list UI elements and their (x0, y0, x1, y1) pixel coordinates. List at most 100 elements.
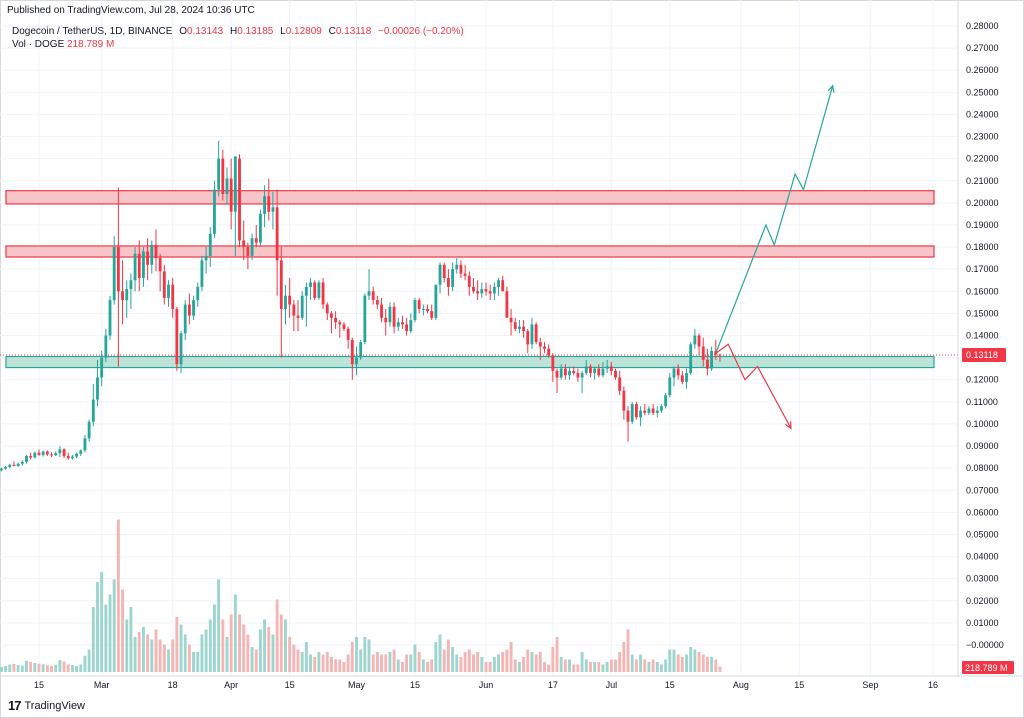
candle[interactable] (559, 364, 563, 380)
candle[interactable] (459, 260, 463, 279)
bullish-projection[interactable] (715, 85, 834, 354)
candle[interactable] (597, 364, 601, 378)
candle[interactable] (630, 401, 634, 424)
candle[interactable] (4, 465, 7, 470)
candle[interactable] (568, 366, 571, 380)
candle[interactable] (254, 224, 258, 248)
candle[interactable] (213, 180, 216, 239)
candle[interactable] (129, 273, 133, 309)
candle[interactable] (589, 364, 592, 378)
candle[interactable] (91, 384, 95, 427)
candle[interactable] (284, 284, 287, 325)
candle[interactable] (513, 317, 517, 332)
candle[interactable] (125, 280, 129, 318)
candle[interactable] (655, 406, 659, 418)
candle[interactable] (200, 255, 204, 292)
candle[interactable] (614, 368, 617, 380)
candle[interactable] (705, 348, 709, 376)
candle[interactable] (467, 271, 471, 296)
candle[interactable] (54, 451, 58, 456)
candle[interactable] (576, 368, 580, 382)
candle[interactable] (71, 454, 74, 460)
candle[interactable] (20, 460, 24, 466)
candle[interactable] (509, 308, 513, 336)
candle[interactable] (488, 284, 492, 301)
candle[interactable] (363, 293, 367, 345)
candle[interactable] (0, 467, 3, 472)
candle[interactable] (547, 344, 551, 358)
candle[interactable] (121, 260, 124, 325)
candle[interactable] (693, 328, 697, 349)
candle[interactable] (296, 300, 300, 332)
candle[interactable] (146, 238, 150, 281)
candle[interactable] (79, 449, 83, 456)
candle[interactable] (543, 342, 546, 354)
candle[interactable] (263, 185, 267, 228)
resistance-zone[interactable] (5, 245, 935, 258)
candle[interactable] (639, 406, 642, 427)
candle[interactable] (8, 463, 12, 469)
candle[interactable] (167, 280, 170, 307)
candle[interactable] (593, 366, 597, 380)
candle[interactable] (258, 209, 262, 248)
candle[interactable] (701, 337, 705, 367)
candle[interactable] (668, 373, 672, 398)
candle[interactable] (685, 368, 688, 389)
candle[interactable] (29, 452, 33, 460)
candle[interactable] (534, 322, 538, 345)
candle[interactable] (442, 262, 446, 283)
candle[interactable] (108, 295, 112, 340)
candle[interactable] (697, 333, 701, 356)
candle[interactable] (472, 278, 475, 294)
candle[interactable] (321, 278, 325, 309)
candle[interactable] (676, 364, 680, 380)
candle[interactable] (58, 446, 62, 458)
candle[interactable] (246, 242, 250, 270)
candle[interactable] (647, 406, 651, 416)
candle[interactable] (154, 229, 158, 272)
candle[interactable] (371, 286, 375, 305)
candle[interactable] (405, 317, 409, 336)
candle[interactable] (605, 359, 609, 374)
candle[interactable] (238, 154, 241, 248)
candle[interactable] (288, 278, 292, 318)
candle[interactable] (45, 450, 49, 456)
candle[interactable] (572, 366, 576, 376)
candle[interactable] (375, 295, 379, 309)
candle[interactable] (217, 140, 221, 197)
candle[interactable] (718, 353, 722, 362)
candle[interactable] (12, 461, 16, 467)
candle[interactable] (83, 434, 87, 453)
candle[interactable] (409, 313, 413, 334)
candle[interactable] (100, 350, 104, 387)
candle[interactable] (208, 227, 212, 267)
candle[interactable] (672, 366, 676, 387)
candle[interactable] (62, 448, 66, 459)
candle[interactable] (50, 452, 53, 458)
candle[interactable] (401, 315, 404, 329)
candle[interactable] (112, 236, 116, 305)
candle[interactable] (87, 419, 91, 442)
candle[interactable] (359, 339, 363, 360)
candle[interactable] (175, 306, 179, 371)
candle[interactable] (137, 240, 141, 292)
candle[interactable] (463, 264, 467, 281)
candle[interactable] (267, 178, 271, 221)
candle[interactable] (66, 452, 70, 460)
candle[interactable] (446, 269, 450, 296)
candle[interactable] (183, 300, 187, 340)
candle[interactable] (304, 282, 308, 327)
candle[interactable] (380, 297, 383, 323)
candle[interactable] (601, 362, 605, 378)
candle[interactable] (116, 187, 120, 367)
candle[interactable] (609, 362, 613, 376)
candle[interactable] (75, 452, 79, 459)
candle[interactable] (242, 220, 246, 261)
candle[interactable] (187, 293, 191, 325)
candle[interactable] (96, 359, 99, 407)
candle[interactable] (413, 297, 417, 323)
candle[interactable] (484, 282, 488, 296)
candle[interactable] (664, 392, 668, 409)
candle[interactable] (538, 337, 542, 360)
